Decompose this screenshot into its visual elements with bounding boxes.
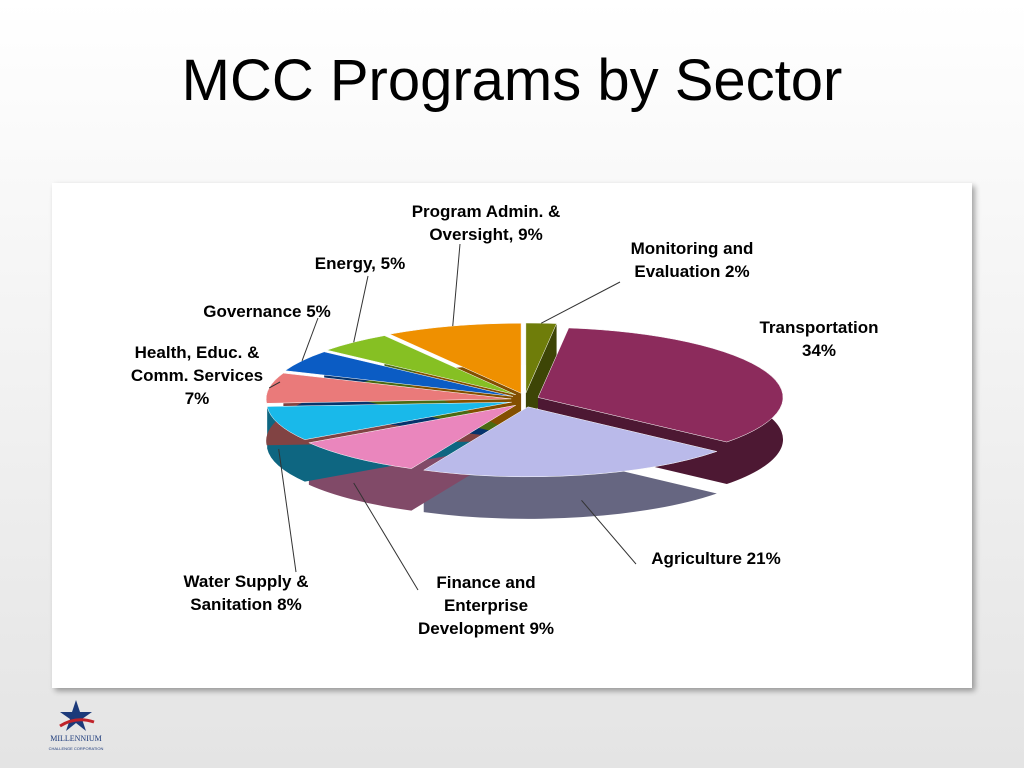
data-label-line: Enterprise [444, 596, 528, 615]
leader-line [353, 482, 419, 591]
data-label-line: Oversight, 9% [429, 225, 542, 244]
data-label: Governance 5% [203, 302, 331, 321]
data-label: Transportation 34% [759, 318, 878, 360]
data-label-line: Governance 5% [203, 302, 331, 321]
pie: Monitoring and Evaluation 2% Transportatio… [131, 202, 879, 638]
logo-swoosh [59, 718, 95, 728]
slice [423, 406, 718, 478]
data-label: Health, Educ. & Comm. Services 7% [131, 343, 263, 408]
labels: Monitoring and Evaluation 2% Transportatio… [131, 202, 879, 638]
slice [326, 335, 516, 395]
slice-tops [265, 322, 784, 478]
data-label-line: Monitoring and [631, 239, 754, 258]
logo-name: MILLENNIUM [50, 734, 102, 743]
data-label-line: Comm. Services [131, 366, 263, 385]
data-label-line: Finance and [436, 573, 535, 592]
data-label: Finance and Enterprise Development 9% [418, 573, 554, 638]
data-label-line: 7% [185, 389, 210, 408]
data-label-line: Agriculture 21% [651, 549, 780, 568]
data-label-line: Transportation [759, 318, 878, 337]
data-label-line: Health, Educ. & [135, 343, 260, 362]
slice [308, 405, 516, 469]
chart-title: MCC Programs by Sector [182, 48, 843, 113]
logo-star [60, 700, 92, 731]
data-label-line: Development 9% [418, 619, 554, 638]
data-label-line: Water Supply & [184, 572, 309, 591]
leader-line [301, 317, 319, 361]
slice [266, 401, 512, 440]
leader-line [268, 381, 281, 389]
data-label: Program Admin. & Oversight, 9% [412, 202, 561, 244]
slice [388, 323, 522, 394]
leader-line [541, 281, 621, 324]
leader-line [353, 275, 369, 343]
data-label-line: Program Admin. & [412, 202, 561, 221]
data-label-line: 34% [802, 341, 836, 360]
data-label-line: Evaluation 2% [634, 262, 749, 281]
logo-subtitle: CHALLENGE CORPORATION [49, 746, 104, 751]
slice [537, 327, 784, 443]
data-label: Monitoring and Evaluation 2% [631, 239, 754, 281]
data-label: Water Supply & Sanitation 8% [184, 572, 309, 614]
data-label-line: Sanitation 8% [190, 595, 301, 614]
data-label: Energy, 5% [315, 254, 405, 273]
leader-line [278, 448, 297, 573]
leaders [268, 243, 637, 591]
data-label-line: Energy, 5% [315, 254, 405, 273]
leader-line [452, 243, 461, 327]
leader-line [581, 500, 637, 565]
data-label: Agriculture 21% [651, 549, 780, 568]
logo: MILLENNIUM CHALLENGE CORPORATION [49, 700, 104, 751]
slice [284, 351, 514, 397]
